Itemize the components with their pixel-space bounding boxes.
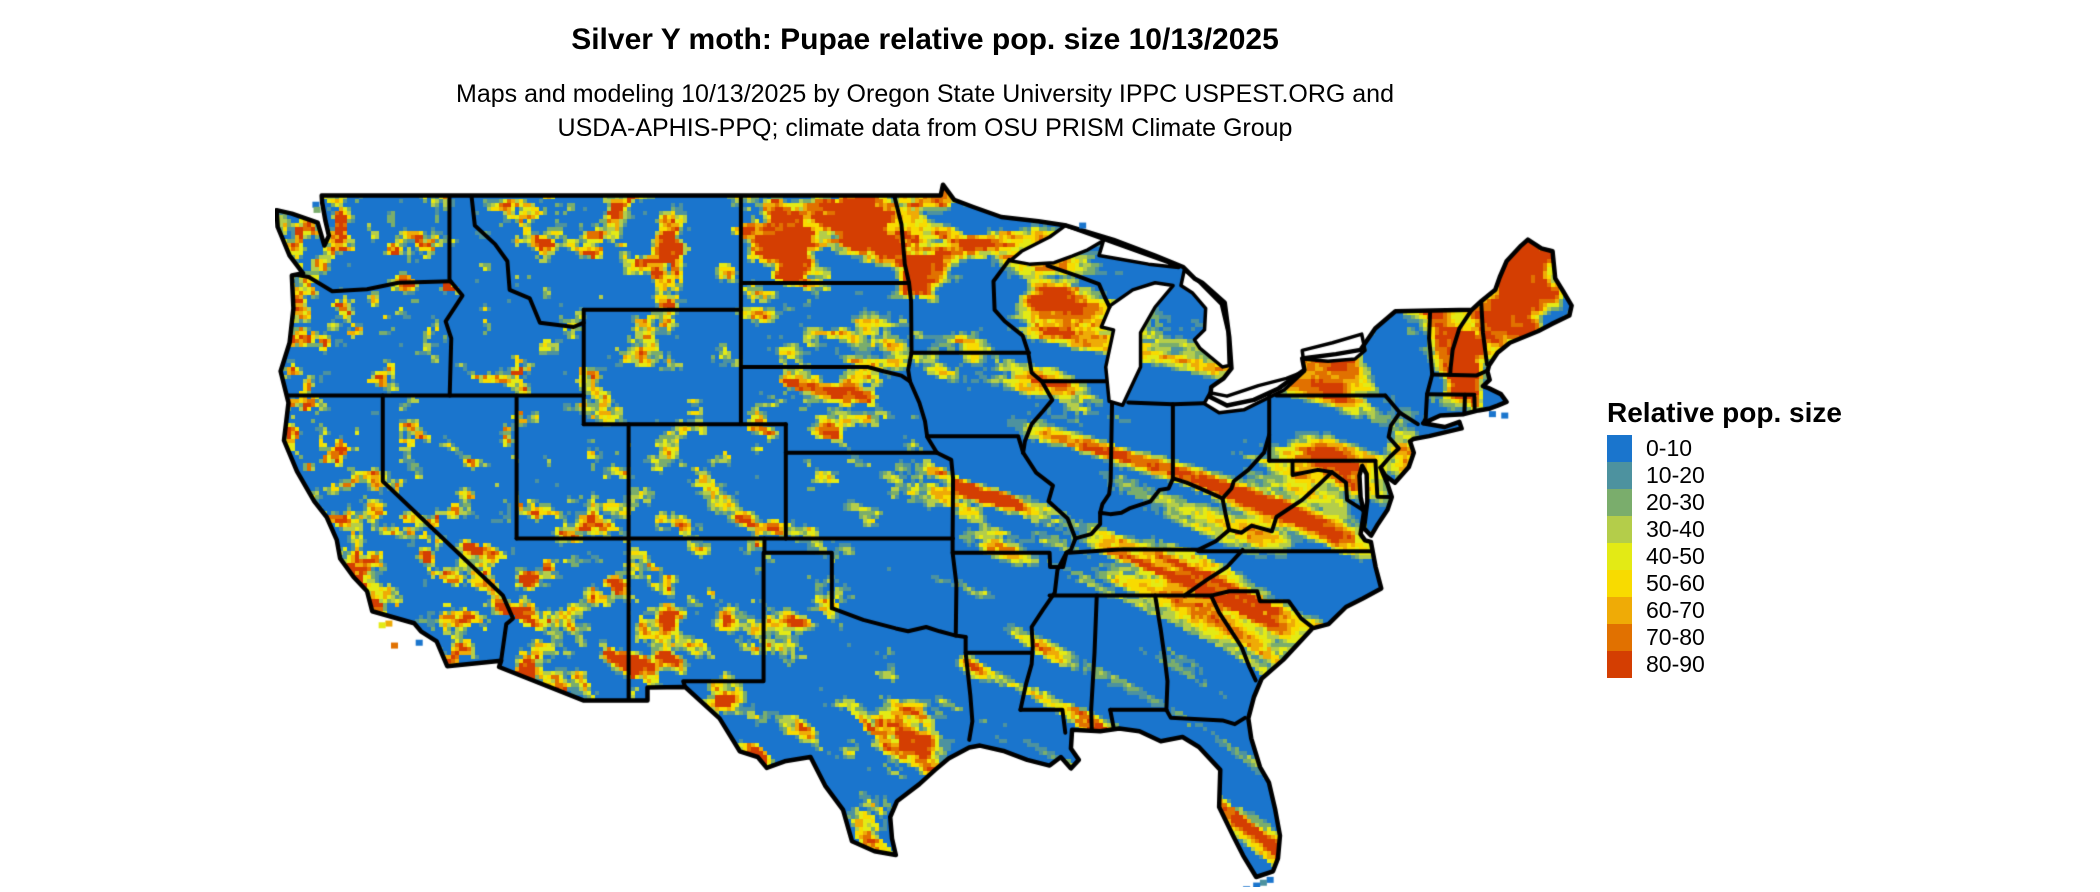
legend-swatch <box>1607 570 1632 597</box>
legend-row: 50-60 <box>1607 570 1842 597</box>
legend-swatch <box>1607 624 1632 651</box>
legend-row: 30-40 <box>1607 516 1842 543</box>
legend-title: Relative pop. size <box>1607 397 1842 428</box>
legend-swatch <box>1607 651 1632 678</box>
legend-row: 40-50 <box>1607 543 1842 570</box>
legend-swatch <box>1607 516 1632 543</box>
legend-row: 0-10 <box>1607 435 1842 462</box>
legend-rows: 0-10 10-20 20-30 30-40 40-50 50-60 60-70 70-80 8… <box>1607 435 1842 678</box>
subtitle: Maps and modeling 10/13/2025 by Oregon S… <box>150 77 1700 145</box>
us-population-map <box>275 167 1575 887</box>
legend-row: 60-70 <box>1607 597 1842 624</box>
legend: Relative pop. size 0-10 10-20 20-30 30-40 40… <box>1607 397 1842 678</box>
subtitle-line2: USDA-APHIS-PPQ; climate data from OSU PR… <box>557 114 1293 142</box>
legend-row: 70-80 <box>1607 624 1842 651</box>
legend-label: 80-90 <box>1646 651 1705 677</box>
legend-swatch <box>1607 435 1632 462</box>
legend-label: 0-10 <box>1646 435 1693 461</box>
legend-swatch <box>1607 597 1632 624</box>
legend-label: 40-50 <box>1646 543 1705 569</box>
legend-label: 50-60 <box>1646 570 1705 596</box>
legend-row: 20-30 <box>1607 489 1842 516</box>
legend-label: 60-70 <box>1646 597 1705 623</box>
legend-label: 30-40 <box>1646 516 1705 542</box>
legend-label: 70-80 <box>1646 624 1705 650</box>
legend-swatch <box>1607 543 1632 570</box>
legend-label: 10-20 <box>1646 462 1705 488</box>
legend-row: 80-90 <box>1607 651 1842 678</box>
legend-swatch <box>1607 462 1632 489</box>
legend-label: 20-30 <box>1646 489 1705 515</box>
legend-row: 10-20 <box>1607 462 1842 489</box>
page-title: Silver Y moth: Pupae relative pop. size … <box>571 23 1279 56</box>
subtitle-line1: Maps and modeling 10/13/2025 by Oregon S… <box>456 80 1394 108</box>
legend-swatch <box>1607 489 1632 516</box>
